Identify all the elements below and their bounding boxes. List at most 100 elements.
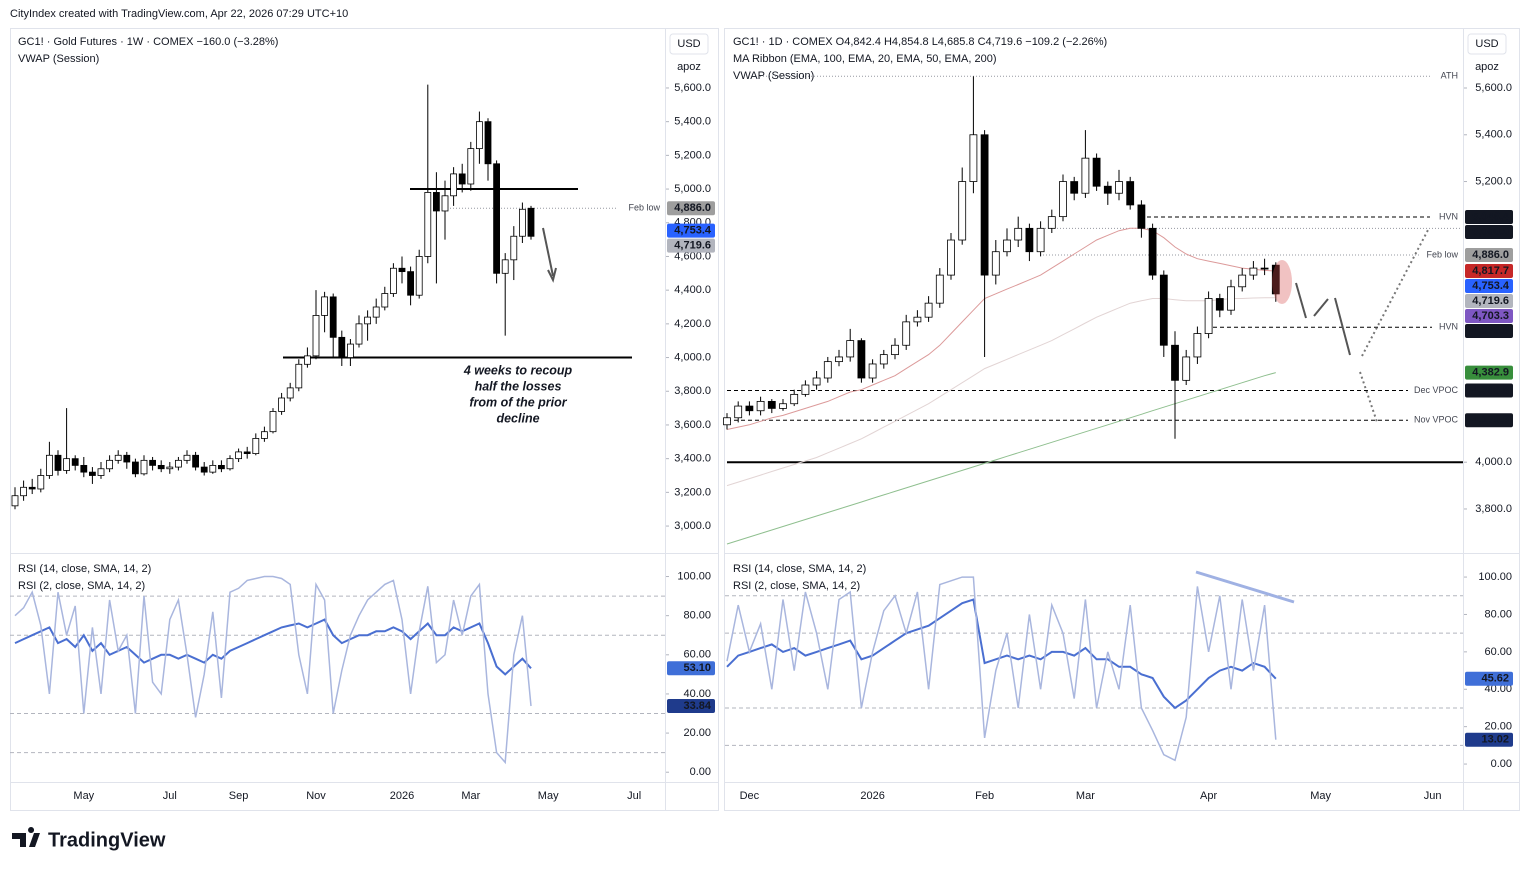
y-tick-label: 5,400.0: [674, 116, 711, 128]
arrow: [1334, 297, 1351, 356]
x-tick-label: Dec: [740, 790, 760, 802]
y-tick-label: 0.00: [1491, 758, 1512, 770]
x-tick-label: Jun: [1424, 790, 1442, 802]
candle-body: [303, 355, 311, 365]
y-tick-label: 40.00: [683, 688, 711, 700]
y-tick-label: 4,000.0: [1475, 456, 1512, 468]
candle-body: [54, 454, 62, 471]
candle-body: [278, 397, 286, 412]
candle-body: [891, 344, 899, 356]
candle-body: [458, 173, 466, 185]
level-label: ATH: [1441, 71, 1458, 81]
arrow: [1295, 282, 1307, 319]
candle-body: [166, 466, 174, 470]
candle-body: [389, 267, 397, 294]
y-tick-label: 5,200.0: [674, 149, 711, 161]
x-tick-label: Mar: [1076, 790, 1095, 802]
candle-body: [1193, 333, 1202, 358]
y-tick-label: 4,600.0: [674, 250, 711, 262]
logo: TradingView: [12, 827, 166, 851]
price-tag: [1465, 278, 1513, 293]
candle-body: [484, 121, 492, 165]
candle-body: [89, 471, 96, 476]
price-tag-label: 4,817.7: [1472, 265, 1509, 277]
candle-body: [1036, 227, 1045, 253]
candle-body: [1271, 264, 1280, 295]
candle-body: [450, 173, 458, 197]
candle-body: [312, 315, 320, 357]
price-tag-label: 4,179.6: [1472, 414, 1509, 426]
y-tick-label: 5,000.0: [674, 183, 711, 195]
candle-body: [217, 464, 225, 470]
x-tick-label: 2026: [860, 790, 884, 802]
x-tick-label: May: [1310, 790, 1331, 802]
candle-body: [913, 316, 922, 323]
candle-body: [364, 316, 372, 325]
candle-body: [71, 458, 79, 466]
y-tick-label: 3,800.0: [1475, 503, 1512, 515]
price-tag-label: 4,886.0: [1472, 249, 1509, 261]
candle-body: [467, 148, 475, 185]
candle-body: [527, 207, 535, 237]
legend: GC1! · 1D · COMEX O4,842.4 H4,854.8 L4,6…: [733, 36, 1107, 48]
x-tick-label: Jul: [163, 790, 177, 802]
dotted-arrow: [1359, 371, 1378, 423]
candle-body: [723, 417, 731, 426]
y-tick-label: 60.00: [1484, 646, 1512, 658]
candle-body: [1137, 204, 1146, 229]
candle-body: [355, 323, 363, 345]
dotted-arrow: [1361, 229, 1429, 357]
price-tag-label: 4,382.9: [1472, 367, 1509, 379]
candle-body: [407, 271, 415, 296]
price-tag: [667, 201, 715, 216]
y-tick-label: 4,400.0: [674, 284, 711, 296]
x-tick-label: Apr: [1200, 790, 1217, 802]
candle-body: [1126, 181, 1135, 206]
price-tag-label: 4,703.3: [1472, 310, 1509, 322]
highlight: [1272, 260, 1292, 304]
candle-body: [106, 459, 113, 470]
candle-body: [501, 259, 509, 274]
legend: MA Ribbon (EMA, 100, EMA, 20, EMA, 50, E…: [733, 53, 997, 65]
candle-body: [260, 431, 268, 439]
y-tick-label: 5,200.0: [1475, 175, 1512, 187]
candle-body: [1103, 185, 1112, 194]
annotation: decline: [496, 411, 539, 425]
candle-body: [20, 486, 28, 497]
candle-body: [790, 393, 799, 405]
candle-body: [1148, 227, 1157, 276]
y-tick-label: 0.00: [690, 766, 711, 778]
price-tag-label: 5,000.0: [1472, 226, 1509, 238]
candle-body: [46, 454, 53, 476]
candle-body: [510, 235, 518, 261]
y-tick-label: 3,400.0: [674, 453, 711, 465]
x-tick-label: Sep: [229, 790, 249, 802]
candle-body: [226, 458, 234, 470]
y-tick-label: 80.00: [1484, 608, 1512, 620]
ma-line: [726, 297, 1276, 487]
candle-body: [767, 400, 776, 409]
candle-body: [424, 192, 432, 257]
candle-body: [812, 377, 821, 386]
price-tag: [667, 238, 715, 253]
y-tick-label: 20.00: [1484, 721, 1512, 733]
candle-body: [980, 134, 989, 276]
candle-body: [1215, 298, 1224, 311]
arrow-head: [547, 267, 557, 283]
candle-body: [235, 451, 243, 460]
rsi-line: [14, 618, 532, 676]
price-tag-label: 45.62: [1481, 673, 1509, 685]
candle-body: [37, 475, 45, 490]
level-label: HVN: [1439, 322, 1458, 332]
candle-body: [1182, 356, 1191, 381]
candle-body: [879, 354, 888, 365]
candle-body: [295, 363, 303, 389]
rsi-line: [726, 598, 1277, 710]
candle-body: [1059, 181, 1067, 218]
x-tick-label: May: [538, 790, 559, 802]
drawings: [542, 227, 1429, 604]
candle-body: [80, 464, 88, 473]
price-tag: [1465, 247, 1513, 262]
candle-body: [209, 464, 217, 473]
candle-body: [269, 411, 277, 433]
